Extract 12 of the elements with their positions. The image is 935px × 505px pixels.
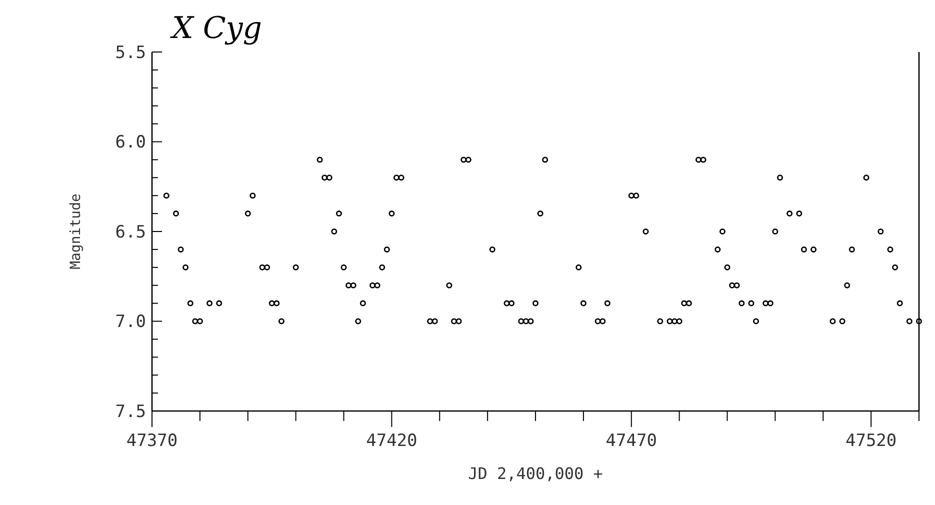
x-tick-label: 47370	[126, 431, 178, 451]
x-tick-label: 47520	[845, 431, 897, 451]
x-tick-label: 47420	[366, 431, 418, 451]
y-axis-title: Magnitude	[68, 194, 84, 270]
x-tick-label: 47470	[606, 431, 657, 451]
y-tick-label: 6.5	[115, 222, 146, 242]
y-tick-label: 5.5	[115, 42, 146, 63]
x-axis-title: JD 2,400,000 +	[468, 464, 603, 483]
chart-title: X Cyg	[170, 11, 262, 46]
y-tick-label: 7.5	[115, 402, 146, 422]
y-tick-label: 6.0	[115, 132, 146, 153]
y-tick-label: 7.0	[115, 312, 146, 332]
